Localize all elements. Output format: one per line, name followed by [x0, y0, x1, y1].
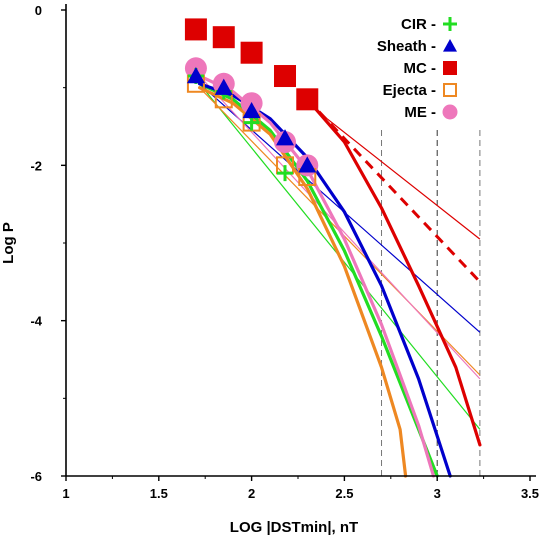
data-point-sheath	[276, 129, 295, 146]
fit-curves	[198, 74, 482, 478]
data-point-mc	[274, 65, 297, 88]
data-point-sheath	[186, 67, 205, 84]
data-point-cir	[277, 165, 294, 182]
axes	[65, 4, 536, 477]
legend-label: Ejecta -	[383, 82, 436, 99]
legend-marker	[443, 83, 457, 97]
x-tick-label: 2	[248, 486, 255, 501]
fit-dashed-mc	[306, 98, 481, 283]
x-tick-label: 1	[62, 486, 69, 501]
data-point-mc	[240, 41, 263, 64]
data-point-sheath	[298, 156, 317, 173]
fit-curve-ejecta	[198, 86, 408, 478]
y-tick-label: 0	[35, 3, 42, 18]
data-point-mc	[296, 88, 319, 111]
fit-curve-sheath	[198, 82, 452, 478]
y-tick-label: -2	[30, 158, 42, 173]
x-tick-label: 1.5	[150, 486, 168, 501]
fit-lines	[199, 75, 481, 430]
fit-curve-me	[198, 74, 436, 478]
data-point-sheath	[214, 78, 233, 95]
ticks: 1 1.5 2 2.5 3 3.5 0 -2 -4 -6	[30, 3, 539, 501]
legend-marker	[442, 104, 458, 120]
legend-label: MC -	[404, 60, 437, 77]
legend-label: Sheath -	[377, 38, 436, 55]
reference-lines	[381, 126, 481, 476]
data-point-mc	[184, 18, 207, 41]
y-tick-label: -6	[30, 469, 42, 484]
x-tick-label: 3.5	[521, 486, 539, 501]
legend: CIR - Sheath - MC - Ejecta - ME -	[377, 16, 458, 121]
data-markers	[184, 18, 319, 186]
x-tick-label: 3	[434, 486, 441, 501]
fit-curve-mc	[305, 97, 482, 447]
legend-marker	[443, 17, 457, 31]
legend-label: ME -	[404, 104, 436, 121]
legend-marker	[443, 39, 457, 52]
fit-line-sheath	[199, 83, 481, 333]
data-point-sheath	[242, 101, 261, 119]
legend-marker	[443, 61, 457, 75]
fit-line-mc	[306, 102, 481, 240]
fit-curve-cir	[198, 82, 439, 478]
data-point-mc	[212, 26, 235, 49]
y-axis-title: Log P	[0, 222, 17, 264]
x-axis-title: LOG |DSTmin|, nT	[230, 519, 358, 536]
y-tick-label: -4	[30, 314, 42, 329]
x-tick-label: 2.5	[335, 486, 353, 501]
legend-label: CIR -	[401, 16, 436, 33]
